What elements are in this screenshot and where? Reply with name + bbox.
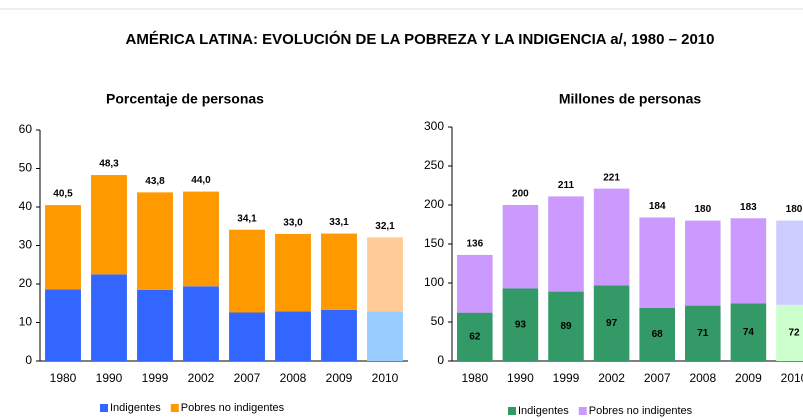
bar-segment [639,217,675,308]
data-label: 68 [652,329,664,340]
legend-label: Indigentes [518,405,569,417]
total-label: 34,1 [237,213,257,224]
bar-segment [457,254,493,313]
y-tick-label: 10 [19,315,33,329]
data-label: 93 [515,319,527,330]
bar-segment [367,311,403,361]
y-tick-label: 150 [424,236,444,250]
bar-segment [321,233,357,310]
y-tick-label: 100 [424,275,444,289]
legend-swatch [100,404,108,412]
total-label: 221 [603,172,620,183]
x-tick-label: 2002 [598,371,625,385]
total-label: 180 [786,204,803,215]
y-tick-label: 50 [19,161,33,175]
bar-segment [183,191,219,287]
legend-label: Indigentes [110,402,161,414]
total-label: 211 [558,180,575,191]
y-tick-label: 50 [431,314,445,328]
x-tick-label: 2007 [234,371,261,385]
bar-segment [639,307,675,361]
x-tick-label: 2010 [781,371,803,385]
y-tick-label: 0 [437,353,444,367]
x-tick-label: 2007 [644,371,671,385]
y-tick-label: 300 [424,119,444,133]
page-title: AMÉRICA LATINA: EVOLUCIÓN DE LA POBREZA … [126,30,715,48]
x-tick-label: 1999 [553,371,580,385]
total-label: 48,3 [99,159,119,170]
bar-segment [730,218,767,304]
bar-segment [137,192,173,290]
y-tick-label: 20 [19,276,33,290]
bar-segment [457,312,493,361]
y-tick-label: 200 [424,197,444,211]
data-label: 89 [560,321,572,332]
legend-swatch [578,407,587,415]
data-label: 72 [788,328,800,339]
total-label: 136 [466,239,483,250]
y-tick-label: 40 [19,199,33,213]
x-tick-label: 1999 [142,371,169,385]
bar-segment [91,274,127,361]
bar-segment [548,196,584,292]
bar-segment [367,237,403,312]
total-label: 200 [512,189,529,200]
legend-swatch [508,407,516,415]
y-tick-label: 30 [19,238,33,252]
total-label: 33,0 [283,218,303,229]
bar-segment [321,309,357,361]
bar-segment [91,175,127,275]
y-tick-label: 0 [25,353,32,367]
bar-segment [685,305,721,361]
total-label: 183 [740,202,757,213]
x-tick-label: 1980 [461,371,488,385]
x-tick-label: 2009 [326,371,353,385]
bar-segment [776,220,803,305]
x-tick-label: 2008 [280,371,307,385]
total-label: 184 [649,201,666,212]
bar-segment [137,289,173,361]
bar-segment [593,188,630,286]
legend-swatch [170,404,179,412]
total-label: 33,1 [329,217,349,228]
x-tick-label: 1980 [50,371,77,385]
bar-segment [229,312,265,361]
bar-segment [45,289,81,361]
chart-title: Millones de personas [559,91,702,107]
x-tick-label: 2009 [735,371,762,385]
bar-segment [45,205,81,290]
total-label: 32,1 [375,221,395,232]
chart-title: Porcentaje de personas [106,91,264,107]
bar-segment [183,286,219,361]
y-tick-label: 60 [19,122,33,136]
bar-segment [275,311,311,361]
total-label: 43,8 [145,176,165,187]
bar-segment [685,220,721,306]
legend-label: Pobres no indigentes [589,405,693,417]
data-label: 74 [743,327,755,338]
x-tick-label: 1990 [96,371,123,385]
x-tick-label: 2010 [372,371,399,385]
bar-segment [730,303,767,361]
data-label: 62 [469,331,481,342]
bar-segment [229,229,265,313]
bar-segment [502,205,539,289]
x-tick-label: 1990 [507,371,534,385]
data-label: 71 [697,328,709,339]
bar-segment [275,233,311,312]
data-label: 97 [606,318,618,329]
y-tick-label: 250 [424,158,444,172]
x-tick-label: 2008 [689,371,716,385]
bar-segment [548,291,584,361]
x-tick-label: 2002 [188,371,215,385]
legend-label: Pobres no indigentes [181,402,285,414]
bar-segment [776,304,803,361]
bar-segment [502,288,539,361]
total-label: 44,0 [191,175,211,186]
bar-segment [593,285,630,361]
total-label: 180 [694,204,711,215]
total-label: 40,5 [53,189,73,200]
